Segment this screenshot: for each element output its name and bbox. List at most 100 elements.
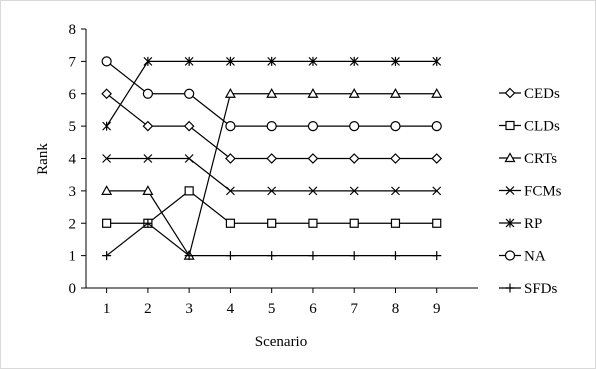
data-point <box>184 251 194 261</box>
series-rp <box>102 56 442 131</box>
series-clds <box>102 186 442 228</box>
data-point <box>308 218 318 228</box>
data-point <box>431 88 443 98</box>
legend-marker <box>504 250 516 261</box>
series-line <box>106 222 437 257</box>
data-point <box>101 185 113 195</box>
x-tick-label: 6 <box>309 301 317 317</box>
data-point <box>225 218 236 228</box>
legend-item-fcms: FCMs <box>499 184 562 200</box>
legend-label: CEDs <box>524 86 560 102</box>
series-ceds <box>101 88 443 164</box>
data-point <box>348 88 360 98</box>
legend-label: NA <box>524 249 546 265</box>
data-point <box>102 154 112 163</box>
data-point <box>143 218 153 228</box>
data-point <box>308 251 318 261</box>
data-point <box>225 153 236 164</box>
data-point <box>102 121 112 131</box>
data-point <box>142 88 153 99</box>
legend-item-rp: RP <box>499 216 542 232</box>
y-axis-label: Rank <box>35 143 51 175</box>
y-tick-label: 2 <box>69 216 77 232</box>
x-tick-label: 7 <box>350 301 358 317</box>
data-point <box>143 56 153 66</box>
data-point <box>143 154 153 163</box>
data-point <box>307 121 319 132</box>
y-tick-label: 1 <box>69 249 77 265</box>
data-point <box>308 186 318 196</box>
x-tick-label: 8 <box>392 301 400 317</box>
data-point <box>391 56 400 66</box>
y-tick-label: 0 <box>69 281 77 297</box>
legend-item-ceds: CEDs <box>499 86 560 102</box>
legend-marker <box>504 87 516 99</box>
data-point <box>391 186 400 196</box>
data-point <box>307 153 319 164</box>
x-tick-label: 9 <box>433 301 441 317</box>
legend-marker <box>504 152 516 163</box>
data-point <box>101 56 112 67</box>
data-point <box>349 56 359 66</box>
data-point <box>142 120 154 132</box>
data-point <box>225 56 235 66</box>
data-point <box>184 56 194 66</box>
legend-label: RP <box>524 216 542 232</box>
data-point <box>389 88 401 98</box>
legend-item-clds: CLDs <box>499 119 560 135</box>
data-point <box>267 218 277 228</box>
series-line <box>106 93 437 258</box>
data-point <box>224 88 236 98</box>
data-point <box>267 251 277 261</box>
series-layer <box>101 56 443 261</box>
series-line <box>106 190 437 224</box>
data-point <box>102 251 112 261</box>
data-point <box>390 153 401 164</box>
data-point <box>101 88 112 100</box>
data-point <box>184 88 195 99</box>
data-point <box>349 218 359 228</box>
legend-marker <box>505 120 515 131</box>
data-point <box>266 88 278 98</box>
series-crts <box>101 88 443 260</box>
legend-label: SFDs <box>524 281 558 297</box>
y-tick-label: 7 <box>69 54 77 70</box>
series-fcms <box>102 154 442 196</box>
data-point <box>225 121 236 132</box>
data-point <box>432 218 442 228</box>
data-point <box>102 218 112 228</box>
series-sfds <box>102 218 442 261</box>
legend: CEDs CLDs CRTs FCMs RP NA SFDs <box>499 86 562 297</box>
x-tick-label: 5 <box>268 301 276 317</box>
legend-marker <box>505 218 515 228</box>
data-point <box>390 251 400 261</box>
data-point <box>432 186 442 196</box>
data-point <box>349 251 359 261</box>
data-point <box>307 88 319 98</box>
data-point <box>184 154 194 163</box>
data-point <box>225 186 235 196</box>
data-point <box>266 121 277 132</box>
x-tick-label: 2 <box>144 301 152 317</box>
x-axis-label: Scenario <box>255 334 307 350</box>
data-point <box>431 121 442 132</box>
y-tick-label: 6 <box>69 87 77 103</box>
data-point <box>349 121 360 132</box>
data-point <box>432 56 442 66</box>
data-point <box>348 153 360 164</box>
legend-marker <box>505 186 515 195</box>
legend-marker <box>505 283 515 293</box>
data-point <box>308 56 318 66</box>
series-na <box>101 56 442 132</box>
legend-item-na: NA <box>499 249 546 265</box>
y-tick-label: 4 <box>69 152 77 168</box>
data-point <box>266 153 278 164</box>
axes: 0 1 2 3 4 5 6 7 8 1 2 3 4 5 6 7 8 9 <box>69 22 478 317</box>
legend-label: CRTs <box>524 151 557 167</box>
legend-label: CLDs <box>524 119 560 135</box>
y-tick-label: 3 <box>69 184 77 200</box>
data-point <box>349 186 359 196</box>
data-point <box>432 251 442 261</box>
